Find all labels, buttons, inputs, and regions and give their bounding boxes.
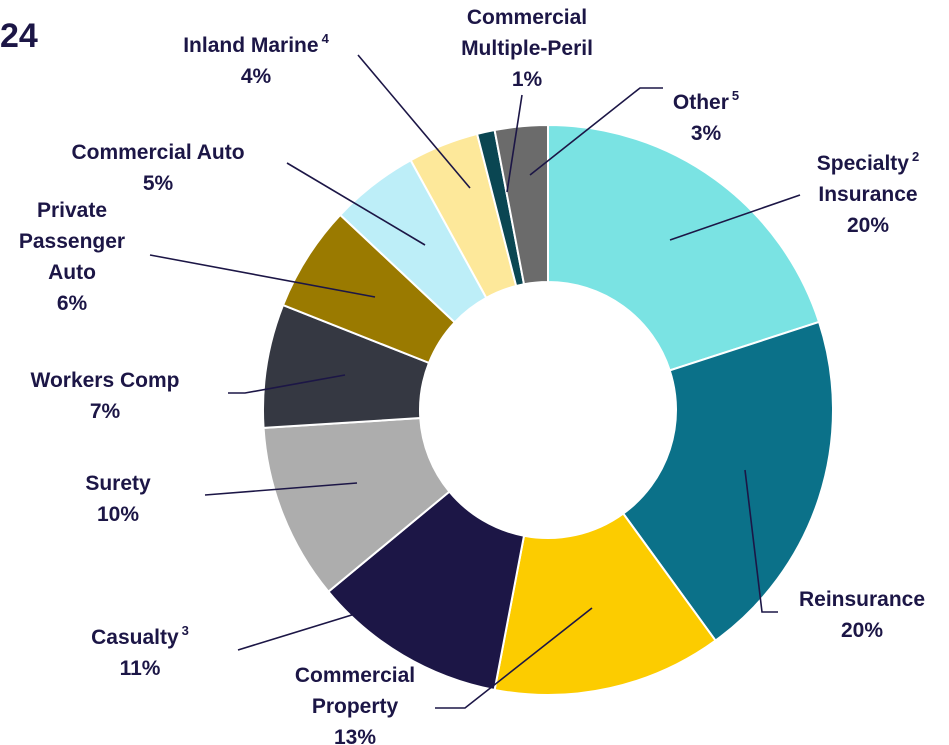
label-text: Commercial Auto [71,141,244,164]
label-text: Private [37,199,107,222]
footnote-marker: 5 [732,88,739,103]
leader-line [237,613,356,651]
chart-title: 24 [0,17,38,55]
leader-line [204,482,358,496]
donut-segment [547,123,821,372]
label-text: Other [673,91,729,114]
segment-label: Commercial [467,6,587,29]
segment-label: Commercial [295,664,415,687]
segment-label: Passenger [19,230,125,253]
segment-label: Other 5 [673,88,739,114]
value-label: 1% [512,68,543,91]
leader-line [506,94,523,193]
footnote-marker: 4 [322,31,330,46]
leader-line [529,87,663,176]
value-label: 7% [90,400,121,423]
segment-label: Inland Marine 4 [183,31,329,57]
footnote-marker: 3 [182,623,189,638]
leader-line [357,54,471,189]
segment-label: Auto [48,261,96,284]
segment-label: Casualty 3 [91,623,189,649]
leader-line [744,469,778,613]
label-text: Reinsurance [799,588,925,611]
label-text: Insurance [818,183,917,206]
value-label: 6% [57,292,88,315]
label-text: Workers Comp [31,369,180,392]
value-label: 20% [841,619,883,642]
value-label: 11% [120,657,161,680]
segment-label: Multiple-Peril [461,37,593,60]
segment-label: Private [37,199,107,222]
segment-label: Specialty 2 [817,149,919,175]
label-text: Inland Marine [183,34,318,57]
segment-label: Surety [85,472,151,495]
label-text: Auto [48,261,96,284]
leader-line [149,254,376,298]
leader-line [669,194,801,241]
label-text: Commercial [467,6,587,29]
donut-segment [493,512,717,696]
label-text: Property [312,695,399,718]
leader-line [435,607,593,709]
label-text: Multiple-Peril [461,37,593,60]
label-text: Specialty [817,152,910,175]
donut-segment [493,123,549,286]
segment-label: Commercial Auto [71,141,244,164]
footnote-marker: 2 [912,149,919,164]
label-text: Commercial [295,664,415,687]
leader-line [286,162,426,246]
value-label: 3% [691,122,722,145]
segment-label: Insurance [818,183,917,206]
value-label: 13% [334,726,376,745]
leader-line [228,374,346,394]
value-label: 20% [847,214,889,237]
segment-label: Workers Comp [31,369,180,392]
label-text: Surety [85,472,151,495]
segment-label: Reinsurance [799,588,925,611]
value-label: 4% [241,65,272,88]
segment-label: Property [312,695,399,718]
value-label: 10% [97,503,139,526]
label-text: Passenger [19,230,125,253]
donut-segment [621,320,834,642]
label-text: Casualty [91,626,179,649]
value-label: 5% [143,172,174,195]
donut-segment [326,490,526,692]
